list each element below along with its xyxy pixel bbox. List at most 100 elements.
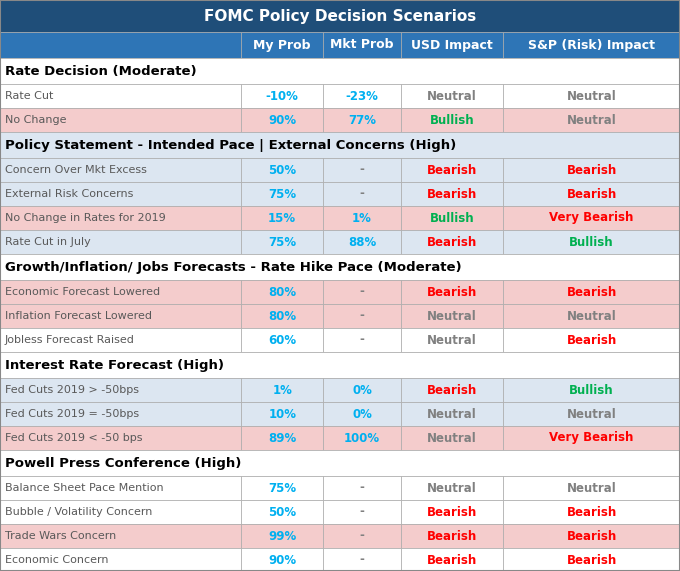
Text: Very Bearish: Very Bearish xyxy=(549,211,634,224)
Text: Neutral: Neutral xyxy=(566,114,617,127)
Text: -: - xyxy=(360,286,364,299)
Text: External Risk Concerns: External Risk Concerns xyxy=(5,189,133,199)
Bar xyxy=(323,206,401,230)
Text: 15%: 15% xyxy=(268,211,296,224)
Text: -: - xyxy=(360,163,364,176)
Text: 89%: 89% xyxy=(268,432,296,444)
Text: Neutral: Neutral xyxy=(427,333,477,347)
Bar xyxy=(0,352,680,378)
Text: -: - xyxy=(360,333,364,347)
Text: Bullish: Bullish xyxy=(430,114,475,127)
Text: Bearish: Bearish xyxy=(427,553,477,566)
Text: Bubble / Volatility Concern: Bubble / Volatility Concern xyxy=(5,507,152,517)
Text: Bullish: Bullish xyxy=(569,235,614,248)
Text: -: - xyxy=(360,309,364,323)
Bar xyxy=(503,32,680,58)
Bar xyxy=(401,524,503,548)
Bar xyxy=(401,84,503,108)
Bar xyxy=(503,328,680,352)
Bar xyxy=(503,524,680,548)
Bar xyxy=(241,426,323,450)
Bar xyxy=(323,548,401,571)
Text: -10%: -10% xyxy=(266,90,299,103)
Text: -: - xyxy=(360,505,364,518)
Text: 60%: 60% xyxy=(268,333,296,347)
Text: Fed Cuts 2019 < -50 bps: Fed Cuts 2019 < -50 bps xyxy=(5,433,143,443)
Text: 90%: 90% xyxy=(268,553,296,566)
Text: 90%: 90% xyxy=(268,114,296,127)
Bar xyxy=(0,108,241,132)
Bar xyxy=(503,280,680,304)
Text: Growth/Inflation/ Jobs Forecasts - Rate Hike Pace (Moderate): Growth/Inflation/ Jobs Forecasts - Rate … xyxy=(5,260,462,274)
Bar xyxy=(0,426,241,450)
Bar xyxy=(401,158,503,182)
Text: Bearish: Bearish xyxy=(427,163,477,176)
Bar xyxy=(241,206,323,230)
Bar xyxy=(503,378,680,402)
Bar xyxy=(503,402,680,426)
Bar xyxy=(401,108,503,132)
Text: My Prob: My Prob xyxy=(254,38,311,51)
Text: 75%: 75% xyxy=(268,235,296,248)
Bar xyxy=(0,378,241,402)
Text: -: - xyxy=(360,187,364,200)
Text: Neutral: Neutral xyxy=(427,432,477,444)
Text: Bearish: Bearish xyxy=(566,505,617,518)
Bar xyxy=(401,500,503,524)
Bar xyxy=(241,328,323,352)
Bar xyxy=(503,548,680,571)
Bar xyxy=(503,476,680,500)
Bar xyxy=(323,476,401,500)
Text: Rate Decision (Moderate): Rate Decision (Moderate) xyxy=(5,65,197,78)
Text: 88%: 88% xyxy=(348,235,376,248)
Text: 10%: 10% xyxy=(268,408,296,420)
Bar xyxy=(241,230,323,254)
Bar xyxy=(0,254,680,280)
Text: 75%: 75% xyxy=(268,481,296,494)
Text: -: - xyxy=(360,529,364,542)
Bar xyxy=(241,182,323,206)
Text: Very Bearish: Very Bearish xyxy=(549,432,634,444)
Bar xyxy=(401,548,503,571)
Bar xyxy=(503,108,680,132)
Bar xyxy=(241,158,323,182)
Text: -23%: -23% xyxy=(345,90,379,103)
Bar xyxy=(401,304,503,328)
Bar xyxy=(323,402,401,426)
Text: Powell Press Conference (High): Powell Press Conference (High) xyxy=(5,456,241,469)
Text: Bearish: Bearish xyxy=(427,529,477,542)
Text: Bearish: Bearish xyxy=(427,187,477,200)
Bar xyxy=(0,206,241,230)
Text: USD Impact: USD Impact xyxy=(411,38,493,51)
Bar xyxy=(503,158,680,182)
Bar xyxy=(323,280,401,304)
Text: FOMC Policy Decision Scenarios: FOMC Policy Decision Scenarios xyxy=(204,9,476,23)
Bar xyxy=(0,500,241,524)
Text: Neutral: Neutral xyxy=(427,481,477,494)
Bar xyxy=(241,476,323,500)
Bar xyxy=(241,378,323,402)
Bar xyxy=(401,328,503,352)
Text: 0%: 0% xyxy=(352,384,372,396)
Bar xyxy=(0,0,680,32)
Text: Bearish: Bearish xyxy=(566,187,617,200)
Bar xyxy=(241,108,323,132)
Bar xyxy=(241,32,323,58)
Text: Neutral: Neutral xyxy=(427,309,477,323)
Bar xyxy=(323,426,401,450)
Text: Rate Cut in July: Rate Cut in July xyxy=(5,237,90,247)
Text: S&P (Risk) Impact: S&P (Risk) Impact xyxy=(528,38,655,51)
Text: Bearish: Bearish xyxy=(427,235,477,248)
Text: Bearish: Bearish xyxy=(566,286,617,299)
Text: 99%: 99% xyxy=(268,529,296,542)
Text: Policy Statement - Intended Pace | External Concerns (High): Policy Statement - Intended Pace | Exter… xyxy=(5,139,456,151)
Bar xyxy=(323,84,401,108)
Text: Neutral: Neutral xyxy=(566,408,617,420)
Text: 1%: 1% xyxy=(352,211,372,224)
Text: 50%: 50% xyxy=(268,163,296,176)
Bar xyxy=(401,182,503,206)
Text: Bullish: Bullish xyxy=(430,211,475,224)
Bar xyxy=(241,84,323,108)
Bar xyxy=(0,476,241,500)
Text: -: - xyxy=(360,553,364,566)
